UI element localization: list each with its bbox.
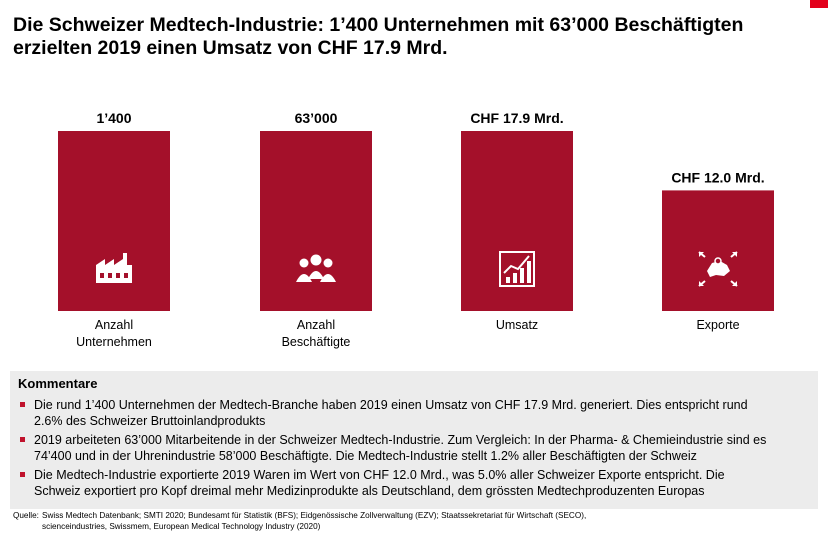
comment-text-line: 2.6% des Schweizer Bruttoinlandprodukts [34, 414, 266, 428]
comment-item: 2019 arbeiteten 63’000 Mitarbeitende in … [18, 432, 810, 464]
source-line-2: scienceindustries, Swissmem, European Me… [42, 521, 321, 531]
page-title: Die Schweizer Medtech-Industrie: 1’400 U… [13, 14, 803, 60]
mini-bar [520, 268, 524, 283]
bullet-icon [20, 402, 25, 407]
bar [58, 131, 170, 311]
title-line-2: erzielten 2019 einen Umsatz von CHF 17.9… [13, 37, 448, 59]
comment-text-line: Schweiz exportiert pro Kopf dreimal mehr… [34, 484, 705, 498]
value-label: CHF 17.9 Mrd. [470, 110, 563, 126]
factory-window [124, 273, 128, 278]
bar [461, 131, 573, 311]
mini-bar [513, 273, 517, 283]
source-line-1: Swiss Medtech Datenbank; SMTI 2020; Bund… [42, 511, 587, 520]
title-line-1: Die Schweizer Medtech-Industrie: 1’400 U… [13, 14, 744, 36]
value-label: 63’000 [295, 110, 338, 126]
bullet-icon [20, 472, 25, 477]
comment-text-line: 2019 arbeiteten 63’000 Mitarbeitende in … [34, 433, 767, 447]
value-label: 1’400 [96, 110, 131, 126]
location-pin [714, 257, 722, 265]
trend-line [503, 255, 530, 274]
swiss-map-export-icon [698, 251, 738, 287]
comment-text-line: Die Medtech-Industrie exportierte 2019 W… [34, 468, 725, 482]
mini-bar [527, 261, 531, 283]
export-arrow-head [732, 252, 737, 257]
person-body [296, 274, 312, 282]
category-label: Beschäftigte [282, 335, 351, 349]
bar [260, 131, 372, 311]
comment-item: Die Medtech-Industrie exportierte 2019 W… [18, 467, 810, 499]
comment-text-line: 74’400 und in der Uhrenindustrie 58’000 … [34, 449, 697, 463]
people-icon [296, 254, 336, 282]
value-label: CHF 12.0 Mrd. [671, 169, 764, 185]
growth-chart-icon [499, 251, 535, 287]
source-label: Quelle: [13, 511, 39, 520]
bar [662, 190, 774, 311]
comment-item: Die rund 1’400 Unternehmen der Medtech-B… [18, 397, 810, 429]
factory-body [96, 253, 132, 283]
person-head [310, 254, 322, 266]
export-arrow-head [732, 281, 737, 286]
category-label: Unternehmen [76, 335, 152, 349]
category-label: Umsatz [496, 318, 538, 332]
factory-window [116, 273, 120, 278]
export-arrow-head [699, 252, 704, 257]
comment-text-line: Die rund 1’400 Unternehmen der Medtech-B… [34, 398, 748, 412]
bullet-icon [20, 437, 25, 442]
export-arrow-head [699, 281, 704, 286]
category-label: Anzahl [297, 318, 335, 332]
source-text: Swiss Medtech Datenbank; SMTI 2020; Bund… [42, 511, 802, 532]
person-body [320, 274, 336, 282]
comments-panel: Kommentare Die rund 1’400 Unternehmen de… [10, 371, 818, 509]
person-body [308, 271, 324, 279]
category-label: Exporte [696, 318, 739, 332]
comments-heading: Kommentare [18, 376, 98, 391]
person-head [323, 258, 333, 268]
factory-window [100, 273, 104, 278]
source-note: Quelle: Swiss Medtech Datenbank; SMTI 202… [13, 511, 813, 532]
bar-chart: 1’400 Anzahl Unternehmen 63’000 Anzahl Beschä… [58, 110, 774, 349]
category-label: Anzahl [95, 318, 133, 332]
chart-frame [499, 251, 535, 287]
corner-accent-mark [810, 0, 828, 8]
person-head [299, 258, 309, 268]
map-shape [707, 261, 730, 277]
factory-icon [96, 253, 132, 283]
factory-window [108, 273, 112, 278]
mini-bar [506, 277, 510, 283]
comments-list: Die rund 1’400 Unternehmen der Medtech-B… [18, 397, 810, 502]
